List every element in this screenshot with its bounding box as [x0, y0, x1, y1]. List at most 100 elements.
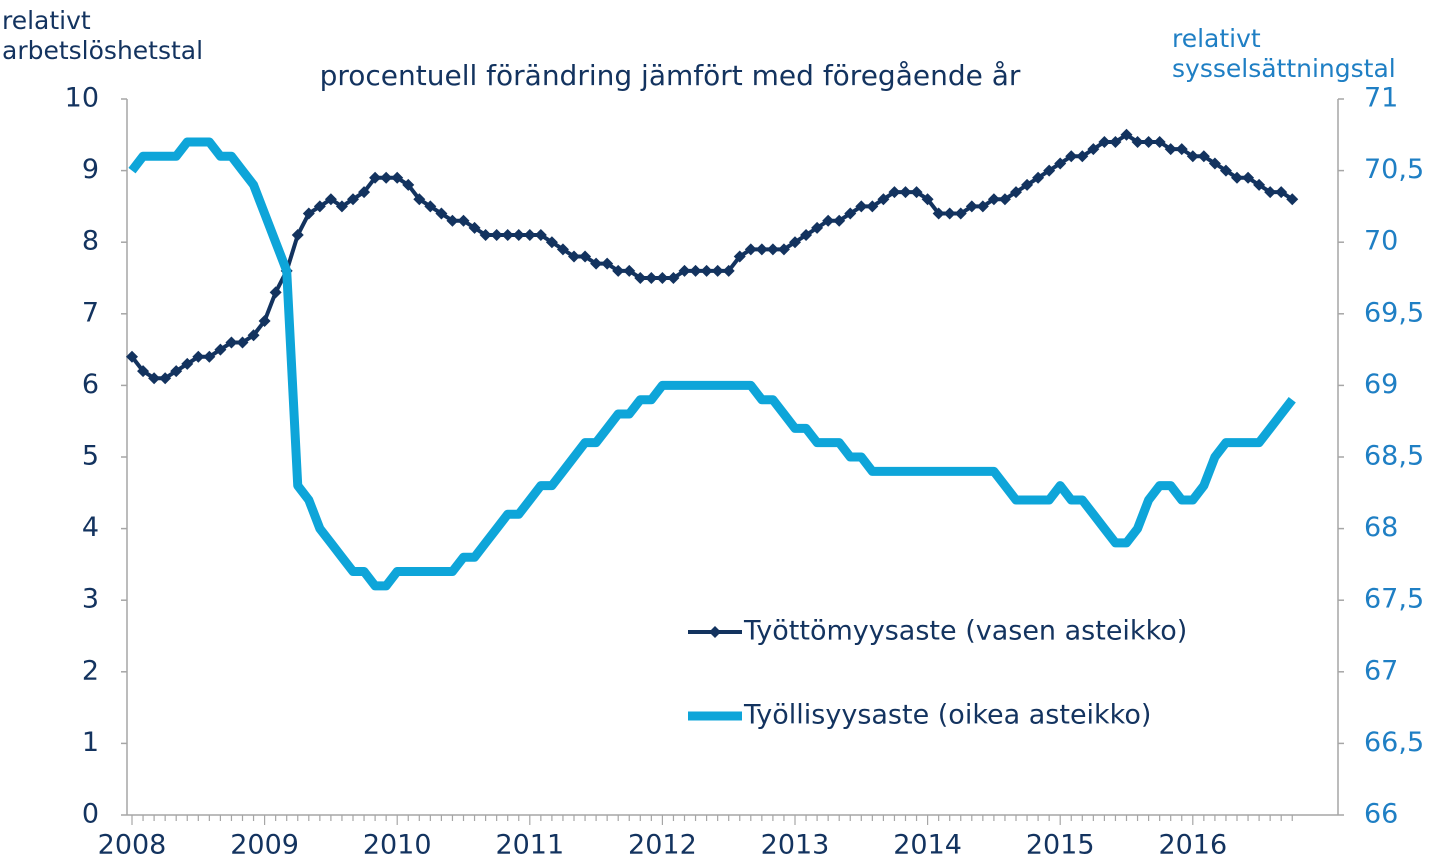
- point-marker: [424, 200, 437, 213]
- point-marker: [700, 264, 713, 277]
- point-marker: [998, 193, 1011, 206]
- point-marker: [148, 372, 161, 385]
- point-marker: [1054, 157, 1067, 170]
- series-line: [128, 137, 1296, 591]
- y2-tick-label: 70: [1364, 226, 1398, 257]
- point-marker: [766, 243, 779, 256]
- point-marker: [1021, 178, 1034, 191]
- point-marker: [380, 171, 393, 184]
- point-marker: [844, 207, 857, 220]
- y-tick-label: 9: [82, 154, 99, 185]
- point-marker: [302, 207, 315, 220]
- point-marker: [391, 171, 404, 184]
- point-marker: [800, 229, 813, 242]
- point-marker: [291, 229, 304, 242]
- point-marker: [921, 193, 934, 206]
- point-marker: [1197, 150, 1210, 163]
- x-tick-label: 2010: [363, 830, 432, 861]
- point-marker: [1208, 157, 1221, 170]
- point-marker: [833, 214, 846, 227]
- y2-tick-label: 69,5: [1364, 297, 1424, 328]
- point-marker: [258, 314, 271, 327]
- x-tick-label: 2016: [1158, 830, 1227, 861]
- point-marker: [1010, 186, 1022, 199]
- y-tick-label: 0: [82, 799, 99, 830]
- point-marker: [744, 243, 757, 256]
- point-marker: [159, 372, 172, 385]
- point-marker: [313, 200, 326, 213]
- point-marker: [1032, 171, 1045, 184]
- point-marker: [777, 243, 790, 256]
- y2-tick-label: 71: [1364, 83, 1398, 114]
- y2-tick-label: 67: [1364, 655, 1398, 686]
- point-marker: [137, 365, 150, 378]
- point-marker: [910, 186, 923, 199]
- point-marker: [556, 243, 569, 256]
- y-tick-label: 4: [82, 512, 99, 543]
- point-marker: [1231, 171, 1243, 184]
- point-marker: [1219, 164, 1232, 177]
- y2-axis-label: relativt sysselsättningstal: [1172, 24, 1396, 83]
- point-marker: [1131, 135, 1144, 148]
- point-marker: [214, 343, 227, 356]
- y-tick-label: 5: [82, 441, 99, 472]
- point-marker: [667, 272, 680, 284]
- point-marker: [590, 257, 603, 270]
- point-marker: [501, 229, 514, 242]
- point-marker: [192, 350, 205, 363]
- point-marker: [976, 200, 989, 213]
- y-tick-label: 8: [82, 226, 99, 257]
- point-marker: [1065, 150, 1078, 163]
- point-marker: [402, 178, 415, 191]
- point-marker: [888, 186, 901, 199]
- point-marker: [247, 329, 260, 342]
- y2-tick-label: 69: [1364, 369, 1398, 400]
- point-marker: [446, 214, 459, 227]
- point-marker: [568, 250, 580, 263]
- x-tick-label: 2014: [893, 830, 962, 861]
- point-marker: [645, 272, 658, 284]
- point-marker: [965, 200, 978, 213]
- point-marker: [755, 243, 768, 256]
- point-marker: [512, 229, 525, 242]
- y-tick-label: 7: [82, 297, 99, 328]
- point-marker: [1043, 164, 1056, 177]
- point-marker: [1087, 143, 1100, 156]
- point-marker: [269, 286, 282, 299]
- point-marker: [1186, 150, 1199, 163]
- x-tick-label: 2009: [230, 830, 299, 861]
- y2-tick-label: 70,5: [1364, 154, 1424, 185]
- x-tick-label: 2008: [98, 830, 167, 861]
- point-marker: [347, 193, 359, 206]
- legend-label: Työllisyysaste (oikea asteikko): [743, 700, 1151, 731]
- point-marker: [1264, 186, 1277, 199]
- x-tick-label: 2013: [761, 830, 830, 861]
- y-tick-label: 2: [82, 655, 99, 686]
- point-marker: [722, 264, 735, 277]
- y2-tick-label: 67,5: [1364, 584, 1424, 615]
- point-marker: [435, 207, 448, 220]
- point-marker: [1175, 143, 1188, 156]
- y-tick-label: 10: [65, 83, 99, 114]
- series-line: [130, 132, 1294, 381]
- legend-marker: [709, 626, 721, 638]
- point-marker: [954, 207, 967, 220]
- y-tick-label: 1: [82, 727, 99, 758]
- point-marker: [579, 250, 592, 263]
- x-tick-label: 2011: [495, 830, 564, 861]
- point-marker: [855, 200, 868, 213]
- point-marker: [324, 193, 337, 206]
- point-marker: [1286, 193, 1299, 206]
- point-marker: [335, 200, 348, 213]
- point-marker: [523, 229, 536, 242]
- point-marker: [1275, 186, 1288, 199]
- point-marker: [1120, 128, 1133, 141]
- point-marker: [623, 264, 636, 277]
- point-marker: [369, 171, 382, 184]
- legend-label: Työttömyysaste (vasen asteikko): [743, 616, 1187, 647]
- point-marker: [987, 193, 1000, 206]
- point-marker: [545, 236, 558, 249]
- point-marker: [479, 229, 492, 242]
